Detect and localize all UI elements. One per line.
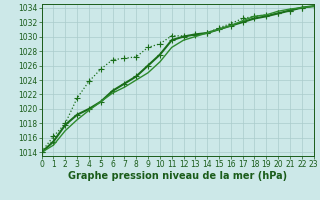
X-axis label: Graphe pression niveau de la mer (hPa): Graphe pression niveau de la mer (hPa) (68, 171, 287, 181)
